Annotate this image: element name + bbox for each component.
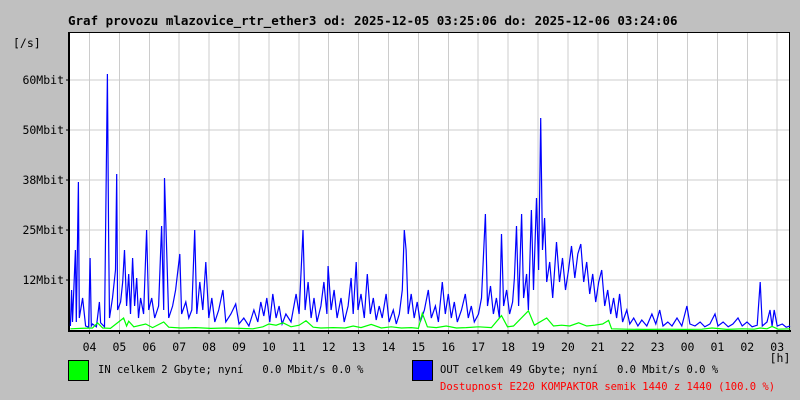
plot-background [70,32,790,330]
x-tick-label: 12 [322,340,336,354]
x-tick-label: 18 [501,340,515,354]
in-legend-swatch [68,360,89,381]
y-tick-label: 60Mbit [22,73,64,87]
graph-title: Graf provozu mlazovice_rtr_ether3 od: 20… [68,13,678,28]
x-tick-label: 07 [172,340,186,354]
x-tick-label: 08 [202,340,216,354]
y-tick-label: 25Mbit [22,223,64,237]
in-legend-label: IN celkem 2 Gbyte; nyní 0.0 Mbit/s 0.0 % [98,364,364,376]
y-tick-label: 12Mbit [22,273,64,287]
in-series-line [70,309,791,331]
x-tick-label: 06 [142,340,156,354]
x-tick-label: 16 [441,340,455,354]
x-tick-label: 20 [561,340,575,354]
x-tick-label: 11 [292,340,306,354]
x-tick-label: 00 [681,340,695,354]
x-tick-label: 17 [471,340,485,354]
x-tick-label: 10 [262,340,276,354]
x-tick-label: 22 [621,340,635,354]
out-series-line [69,73,791,329]
y-tick-label: 50Mbit [22,123,64,137]
x-tick-label: 15 [411,340,425,354]
x-tick-label: 23 [651,340,665,354]
x-tick-label: 09 [232,340,246,354]
y-axis-unit-label: [/s] [13,36,41,50]
out-legend-swatch [412,360,433,381]
out-legend-label: OUT celkem 49 Gbyte; nyní 0.0 Mbit/s 0.0… [440,364,719,376]
x-tick-label: 14 [382,340,396,354]
x-tick-label: 05 [112,340,126,354]
x-tick-label: 01 [710,340,724,354]
x-tick-label: 21 [591,340,605,354]
availability-text: Dostupnost E220 KOMPAKTOR semik 1440 z 1… [440,381,776,393]
x-tick-label: 03 [770,340,784,354]
y-tick-label: 38Mbit [22,173,64,187]
x-tick-label: 02 [740,340,754,354]
x-axis-unit-label: [h] [770,351,791,365]
x-tick-label: 04 [83,340,97,354]
x-tick-label: 13 [352,340,366,354]
x-tick-label: 19 [531,340,545,354]
